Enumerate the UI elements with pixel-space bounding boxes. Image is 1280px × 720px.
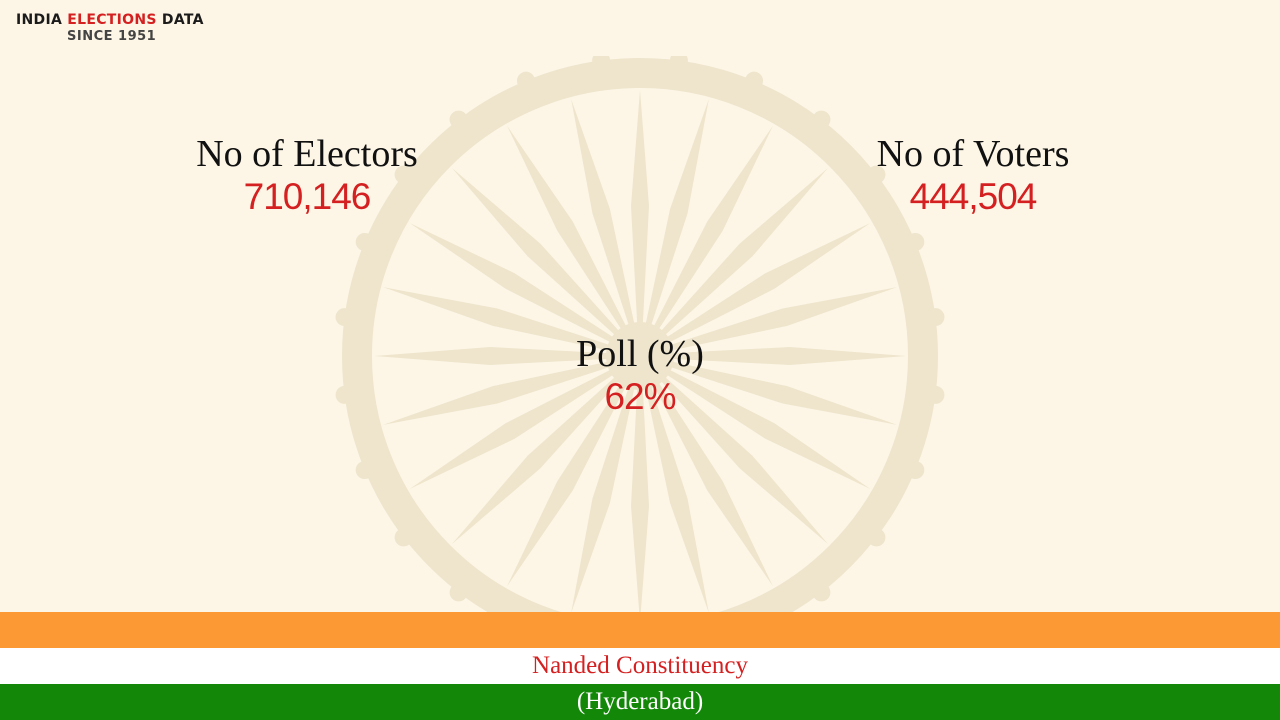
saffron-band	[0, 612, 1280, 648]
logo-title: INDIA ELECTIONS DATA	[16, 13, 204, 27]
constituency-name: Nanded Constituency	[532, 652, 748, 679]
electors-stat: No of Electors 710,146	[127, 133, 487, 219]
voters-value: 444,504	[909, 176, 1038, 217]
green-band: (Hyderabad)	[0, 684, 1280, 720]
site-logo: INDIA ELECTIONS DATA SINCE 1951	[16, 13, 204, 43]
white-band: Nanded Constituency	[0, 648, 1280, 684]
poll-value: 62%	[604, 376, 676, 417]
logo-word-elections: ELECTIONS	[67, 12, 157, 28]
logo-tagline: SINCE 1951	[67, 29, 157, 44]
state-name: (Hyderabad)	[576, 688, 704, 715]
poll-label: Poll (%)	[576, 333, 704, 375]
logo-word-india: INDIA	[16, 12, 68, 28]
logo-word-data: DATA	[156, 12, 204, 28]
ashoka-chakra-icon	[335, 56, 945, 656]
electors-value: 710,146	[243, 176, 372, 217]
poll-stat: Poll (%) 62%	[460, 333, 820, 419]
voters-label: No of Voters	[876, 133, 1070, 175]
voters-stat: No of Voters 444,504	[793, 133, 1153, 219]
electors-label: No of Electors	[196, 133, 418, 175]
